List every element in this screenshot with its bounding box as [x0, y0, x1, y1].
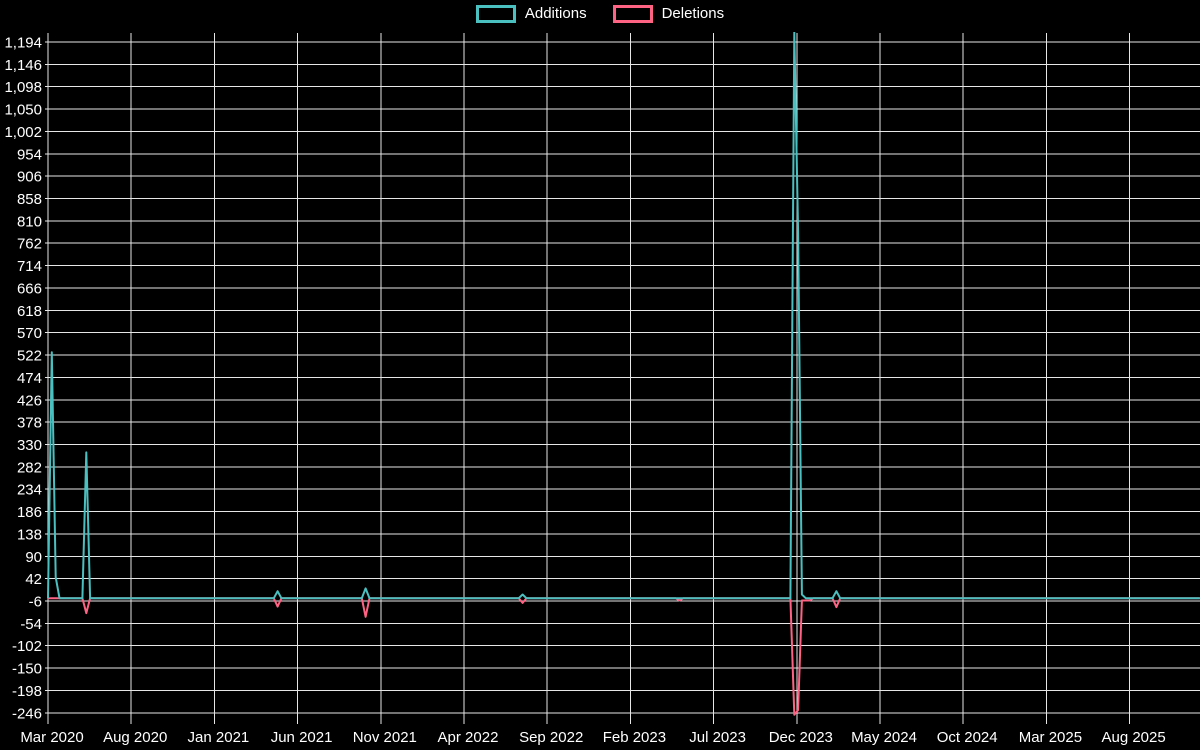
x-tick-label: Sep 2022 — [519, 729, 583, 746]
y-tick-label: 810 — [17, 213, 42, 230]
y-tick-label: 714 — [17, 258, 42, 275]
y-tick-labels: 1,194 1,146 1,098 1,050 1,002 954 906 858 810 762… — [4, 35, 42, 723]
y-tick-label: 954 — [17, 146, 42, 163]
x-tick-label: Jun 2021 — [271, 729, 333, 746]
legend-item-additions[interactable]: Additions — [475, 5, 587, 23]
y-tick-label: 618 — [17, 303, 42, 320]
additions-swatch-icon — [475, 5, 516, 23]
x-tick-label: May 2024 — [851, 729, 917, 746]
y-tick-label: 282 — [17, 459, 42, 476]
y-tick-label: -102 — [12, 638, 42, 655]
y-tick-label: 1,050 — [4, 102, 42, 119]
x-tick-label: Jul 2023 — [689, 729, 746, 746]
y-tick-label: 1,146 — [4, 57, 42, 74]
chart-legend: Additions Deletions — [0, 5, 1200, 23]
y-gridlines — [45, 41, 1200, 714]
x-tick-label: Mar 2025 — [1019, 729, 1082, 746]
deletions-line-series — [48, 597, 1200, 716]
x-gridlines — [47, 33, 1131, 724]
y-tick-label: 186 — [17, 504, 42, 521]
y-tick-label: 474 — [17, 370, 42, 387]
y-tick-label: 42 — [25, 571, 42, 588]
y-tick-label: -150 — [12, 661, 42, 678]
y-tick-label: 1,194 — [4, 35, 42, 52]
y-tick-label: 666 — [17, 280, 42, 297]
x-tick-label: Aug 2020 — [103, 729, 167, 746]
y-tick-label: 90 — [25, 549, 42, 566]
y-tick-label: 330 — [17, 437, 42, 454]
x-tick-label: Nov 2021 — [353, 729, 417, 746]
y-tick-label: 1,098 — [4, 79, 42, 96]
y-tick-label: 378 — [17, 415, 42, 432]
deletions-swatch-icon — [612, 5, 653, 23]
x-tick-label: Aug 2025 — [1101, 729, 1165, 746]
y-tick-label: 906 — [17, 169, 42, 186]
additions-line-series — [47, 32, 1200, 600]
x-tick-label: Oct 2024 — [937, 729, 998, 746]
y-tick-label: 1,002 — [4, 124, 42, 141]
y-tick-label: 858 — [17, 191, 42, 208]
legend-label-additions: Additions — [524, 5, 587, 22]
x-tick-label: Mar 2020 — [20, 729, 83, 746]
x-tick-label: Feb 2023 — [603, 729, 666, 746]
y-tick-label: 762 — [17, 236, 42, 253]
x-tick-labels: Mar 2020 Aug 2020 Jan 2021 Jun 2021 Nov 2021… — [20, 729, 1165, 746]
y-tick-label: -198 — [12, 683, 42, 700]
legend-label-deletions: Deletions — [661, 5, 725, 22]
y-tick-label: 426 — [17, 392, 42, 409]
legend-item-deletions[interactable]: Deletions — [612, 5, 725, 23]
y-tick-label: -6 — [29, 594, 42, 611]
x-tick-label: Dec 2023 — [769, 729, 833, 746]
y-tick-label: 570 — [17, 325, 42, 342]
x-tick-label: Jan 2021 — [188, 729, 250, 746]
y-tick-label: 234 — [17, 482, 42, 499]
y-tick-label: -54 — [20, 616, 42, 633]
y-tick-label: 138 — [17, 526, 42, 543]
y-tick-label: -246 — [12, 705, 42, 722]
y-tick-label: 522 — [17, 348, 42, 365]
x-tick-label: Apr 2022 — [438, 729, 499, 746]
